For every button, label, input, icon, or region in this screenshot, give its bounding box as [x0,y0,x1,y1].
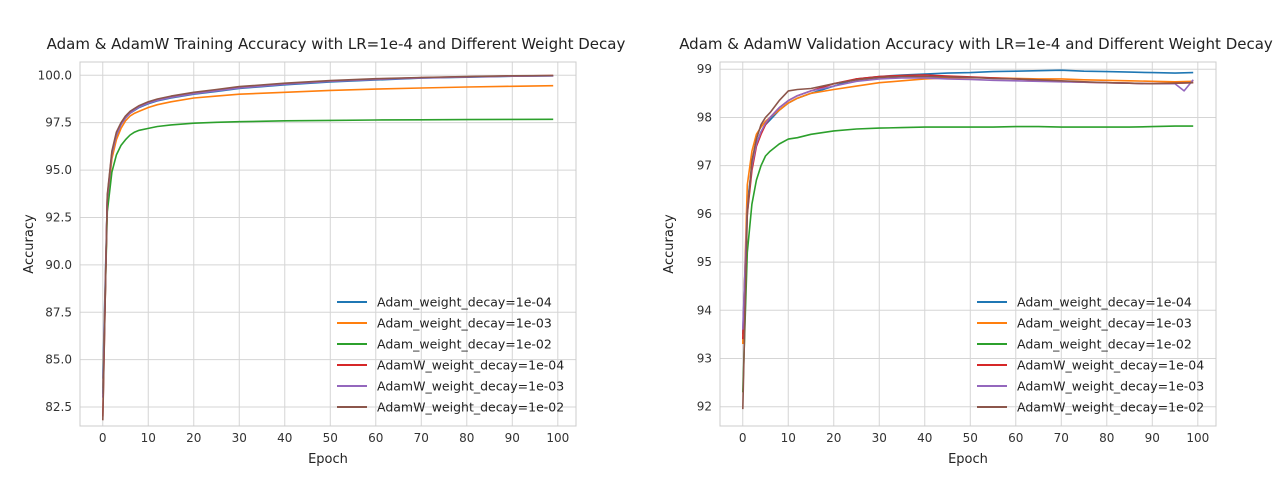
x-tick-label: 20 [826,431,841,445]
legend: Adam_weight_decay=1e-04 Adam_weight_decay… [977,295,1204,415]
legend-label: Adam_weight_decay=1e-02 [377,337,552,352]
x-tick-label: 100 [546,431,569,445]
y-tick-label: 97 [697,159,712,173]
y-tick-label: 96 [697,207,712,221]
chart-1: 0 10 20 30 40 50 60 70 80 90 100 82.5 85.0 87.5 90.0 92… [22,35,625,467]
x-axis-label: Epoch [308,452,348,467]
x-tick-label: 70 [414,431,429,445]
chart-title: Adam & AdamW Training Accuracy with LR=1… [47,35,626,53]
y-tick-label: 97.5 [45,116,72,130]
plot-frame [719,61,1217,427]
y-tick-label: 98 [697,110,712,124]
x-tick-label: 0 [739,431,747,445]
y-tick-label: 100.0 [38,68,72,82]
x-tick-label: 100 [1186,431,1209,445]
legend-label: AdamW_weight_decay=1e-03 [377,379,564,394]
x-tick-label: 50 [963,431,978,445]
y-tick-label: 90.0 [45,258,72,272]
x-tick-label: 90 [505,431,520,445]
legend-label: Adam_weight_decay=1e-03 [377,316,552,331]
legend: Adam_weight_decay=1e-04 Adam_weight_decay… [337,295,564,415]
x-tick-label: 50 [323,431,338,445]
legend-label: Adam_weight_decay=1e-02 [1017,337,1192,352]
x-tick-label: 10 [781,431,796,445]
x-tick-label: 20 [186,431,201,445]
x-tick-label: 0 [99,431,107,445]
x-tick-label: 60 [1008,431,1023,445]
series-line-3 [102,118,554,394]
series-line-2 [742,76,1194,345]
y-tick-label: 95.0 [45,163,72,177]
y-tick-label: 94 [697,303,712,317]
chart-title: Adam & AdamW Validation Accuracy with LR… [679,35,1273,53]
y-tick-label: 85.0 [45,353,72,367]
legend-label: AdamW_weight_decay=1e-02 [1017,400,1204,415]
legend-label: AdamW_weight_decay=1e-03 [1017,379,1204,394]
series-line-3 [742,125,1194,393]
series-line-6 [102,74,554,421]
y-axis-label: Accuracy [22,214,37,274]
y-tick-label: 95 [697,255,712,269]
y-tick-label: 87.5 [45,305,72,319]
x-tick-label: 90 [1145,431,1160,445]
legend-label: AdamW_weight_decay=1e-02 [377,400,564,415]
y-tick-label: 92 [697,400,712,414]
y-tick-label: 99 [697,62,712,76]
y-axis-label: Accuracy [662,214,677,274]
legend-label: Adam_weight_decay=1e-04 [1017,295,1192,310]
legend-label: Adam_weight_decay=1e-04 [377,295,552,310]
series-line-5 [742,77,1194,330]
x-tick-label: 80 [459,431,474,445]
x-tick-label: 80 [1099,431,1114,445]
chart-2: 0 10 20 30 40 50 60 70 80 90 100 92 93 94 95 96 97 98 99 Ad… [662,35,1273,467]
series-line-2 [102,84,554,389]
x-tick-label: 40 [277,431,292,445]
series-line-6 [742,75,1194,410]
x-tick-label: 40 [917,431,932,445]
x-tick-label: 70 [1054,431,1069,445]
legend-label: Adam_weight_decay=1e-03 [1017,316,1192,331]
x-axis-label: Epoch [948,452,988,467]
x-tick-label: 10 [141,431,156,445]
x-tick-label: 30 [232,431,247,445]
plot-frame [79,61,577,427]
y-tick-label: 82.5 [45,400,72,414]
legend-label: AdamW_weight_decay=1e-04 [377,358,564,373]
y-tick-label: 93 [697,352,712,366]
x-tick-label: 60 [368,431,383,445]
legend-label: AdamW_weight_decay=1e-04 [1017,358,1204,373]
y-tick-label: 92.5 [45,210,72,224]
x-tick-label: 30 [872,431,887,445]
